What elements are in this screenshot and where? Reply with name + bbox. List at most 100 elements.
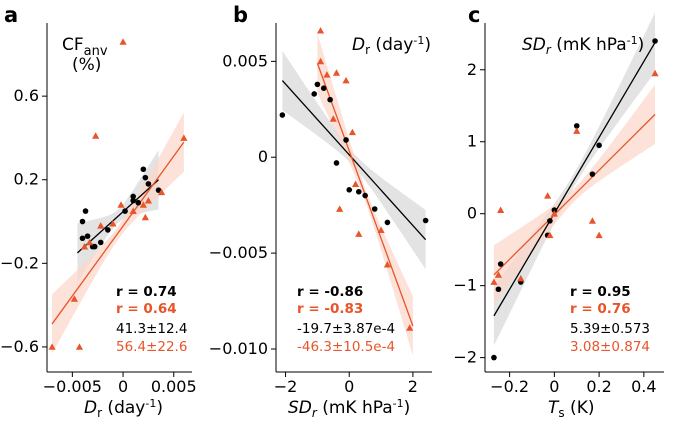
panel-c-xtick-label-1: 0	[549, 377, 559, 396]
panel-b-xtick-label-1: 0	[344, 377, 354, 396]
panel-a-point-black-5	[91, 243, 98, 250]
panel-a-point-black-6	[97, 239, 104, 246]
panel-c-ytick-label-3: −1	[453, 276, 477, 295]
panel-c-point-orange-6	[550, 210, 558, 217]
panel-c-point-black-2	[497, 261, 504, 267]
panel-c-letter: c	[468, 3, 480, 27]
panel-a-xtick-labels: −0.005 0 0.005	[43, 377, 197, 396]
panel-b-fit-black	[281, 80, 427, 241]
panel-c-fits	[493, 42, 656, 317]
panel-c-point-orange-0	[490, 278, 498, 285]
panel-b-point-black-10	[371, 206, 378, 212]
panel-c-point-orange-3	[517, 274, 525, 282]
panel-a-ytick-labels: −0.6 −0.2 0.2 0.6	[0, 86, 39, 356]
panel-a-point-orange-14	[157, 188, 166, 196]
panel-c-slope-orange: 3.08±0.874	[570, 339, 650, 355]
panel-c-point-orange-9	[595, 231, 603, 239]
panel-b-point-black-5	[333, 160, 340, 166]
panel-b-point-orange-2	[323, 71, 331, 78]
panel-b-point-black-2	[314, 81, 321, 88]
panel-c-xtick-label-2: 0.2	[586, 377, 611, 396]
panel-c-point-orange-1	[494, 271, 503, 278]
panel-b-ytick-labels: 0.005 0 −0.005 −0.010	[209, 51, 268, 358]
panel-b-point-black-9	[362, 192, 368, 199]
panel-a-point-orange-12	[141, 213, 149, 221]
panel-c-point-black-8	[589, 171, 596, 177]
panel-b-point-orange-9	[355, 230, 363, 237]
panel-b-xtick-label-2: 2	[408, 377, 418, 396]
panel-c-point-orange-7	[573, 127, 581, 134]
panel-c-r-black: r = 0.95	[570, 284, 631, 300]
panel-a-slope-black: 41.3±12.4	[116, 321, 187, 337]
panel-c-point-black-7	[573, 123, 580, 129]
panel-a-point-orange-3	[80, 243, 89, 250]
panel-c-xtick-labels: −0.2 0 0.2 0.4	[490, 377, 656, 396]
panel-b-xlabel: SDr (mK hPa-1)	[288, 397, 410, 420]
panel-b-point-orange-6	[342, 76, 350, 84]
panel-a-point-orange-10	[129, 207, 137, 214]
panel-a-xtick-label-1: 0	[118, 377, 128, 396]
panel-c-point-black-10	[652, 38, 658, 44]
panel-b-point-black-8	[355, 188, 362, 195]
panel-b-ytick-label-1: 0	[258, 147, 268, 166]
panel-c-title: SDr (mK hPa-1)	[522, 34, 644, 57]
panel-a-point-black-1	[82, 208, 89, 214]
panel-c-fit-orange	[493, 113, 656, 276]
panel-a-point-black-3	[84, 233, 91, 239]
panel-b-point-orange-11	[383, 261, 392, 268]
panel-c: c 2 1 0 −1 −2 −0.2 0 0.2 0.4 SDr (mK hPa-1) r =…	[453, 3, 664, 420]
panel-c-point-orange-4	[544, 192, 552, 199]
panel-a-point-black-15	[155, 187, 162, 193]
panel-c-ytick-label-2: 0	[467, 204, 477, 223]
panel-b: b 0.005 0 −0.005 −0.010 −2 0 2 Dr (day-1) r =…	[209, 3, 432, 420]
panel-b-ytick-label-2: −0.005	[209, 243, 268, 262]
panel-a-axes	[42, 23, 192, 377]
panel-c-marks	[490, 38, 659, 361]
panel-b-point-orange-5	[336, 205, 344, 212]
panel-a-point-orange-7	[109, 220, 117, 227]
panel-c-ytick-label-0: 2	[467, 60, 477, 79]
panel-b-point-orange-8	[351, 180, 360, 187]
panel-a-xlabel: Dr (day-1)	[84, 397, 163, 420]
panel-b-point-black-12	[422, 217, 429, 224]
panel-c-ytick-label-4: −2	[453, 348, 477, 367]
panel-a-point-black-13	[142, 174, 149, 181]
panel-a-point-black-14	[145, 181, 152, 187]
panel-b-point-black-6	[343, 137, 349, 143]
panel-c-point-orange-10	[651, 69, 659, 77]
panel-a-point-orange-13	[144, 197, 152, 204]
panel-a-fits	[51, 141, 185, 325]
panel-a-title-unit: (%)	[72, 55, 101, 75]
panel-a-point-black-0	[79, 218, 86, 225]
panel-b-point-black-11	[384, 219, 391, 226]
panel-c-point-orange-2	[497, 206, 505, 213]
panel-a-point-orange-6	[97, 222, 105, 229]
panel-a-r-black: r = 0.74	[116, 284, 177, 300]
panel-c-slope-black: 5.39±0.573	[570, 321, 650, 337]
panel-c-ytick-labels: 2 1 0 −1 −2	[453, 60, 477, 367]
panel-a: a −0.6−0.20.20.6 −0.005 0 0.005 CFanv (%) …	[0, 3, 197, 420]
panel-a-ytick-label-0: −0.6	[0, 337, 39, 356]
panel-a-letter: a	[4, 3, 18, 27]
panel-c-xlabel: Ts (K)	[548, 398, 594, 420]
panel-c-r-orange: r = 0.76	[570, 301, 631, 317]
panel-c-fit-black	[493, 42, 656, 317]
panel-b-r-orange: r = -0.83	[297, 301, 363, 317]
panel-a-r-orange: r = 0.64	[116, 301, 177, 317]
panel-a-xtick-label-0: −0.005	[43, 377, 102, 396]
panel-b-point-black-0	[279, 112, 286, 118]
panel-c-stats: r = 0.95 r = 0.76 5.39±0.573 3.08±0.874	[570, 284, 650, 355]
panel-c-point-orange-8	[588, 217, 596, 224]
panel-a-point-orange-15	[180, 134, 188, 141]
panel-c-point-black-0	[491, 354, 497, 361]
panel-a-point-orange-2	[75, 343, 84, 350]
panel-a-point-black-12	[140, 166, 147, 173]
panel-b-point-black-4	[327, 96, 333, 103]
panel-a-point-orange-1	[70, 295, 78, 302]
panel-c-point-black-1	[495, 286, 502, 293]
panel-b-letter: b	[233, 3, 248, 27]
panel-b-point-black-3	[320, 85, 327, 91]
panel-b-stats: r = -0.86 r = -0.83 -19.7±3.87e-4 -46.3±…	[297, 284, 395, 355]
panel-b-ytick-label-0: 0.005	[222, 51, 268, 70]
